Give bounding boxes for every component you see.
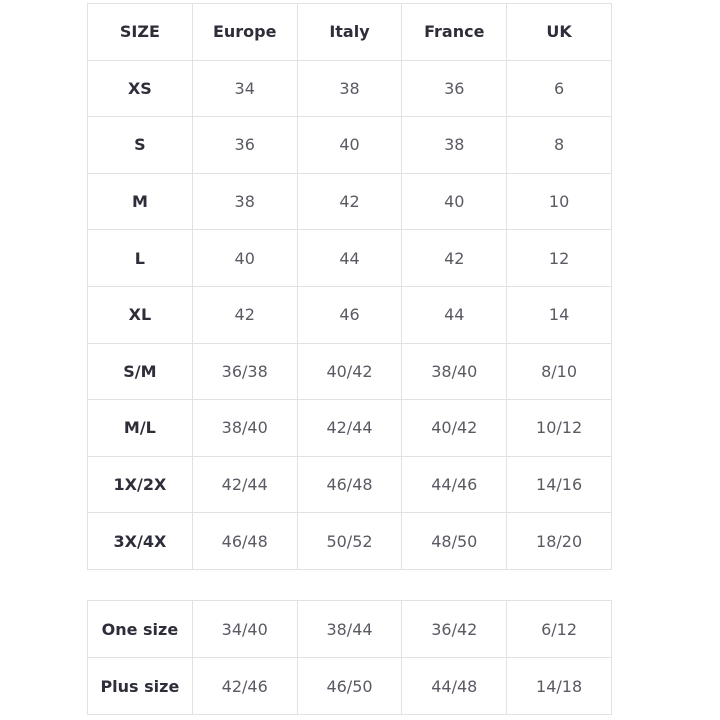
size-value-cell: 36/38	[191, 342, 298, 401]
table-row: M/L 38/40 42/44 40/42 10/12	[87, 399, 612, 457]
table-row: XL 42 46 44 14	[87, 285, 612, 344]
size-value-cell: 14/16	[506, 455, 612, 514]
size-value-cell: 42/46	[191, 657, 298, 715]
size-value-cell: 14/18	[506, 657, 612, 715]
size-value-cell: 8	[506, 116, 612, 174]
table-row: 3X/4X 46/48 50/52 48/50 18/20	[87, 512, 612, 570]
column-header: UK	[506, 3, 612, 61]
table-row: Plus size 42/46 46/50 44/48 14/18	[87, 657, 612, 715]
column-header: SIZE	[87, 3, 193, 61]
size-value-cell: 44/48	[401, 657, 508, 715]
size-value-cell: 10/12	[506, 399, 612, 457]
size-value-cell: 18/20	[506, 512, 612, 570]
one-plus-size-table: One size 34/40 38/44 36/42 6/12 Plus size 42/4…	[87, 600, 612, 715]
table-row: XS 34 38 36 6	[87, 59, 612, 118]
size-value-cell: 46/50	[296, 657, 403, 715]
size-value-cell: 38/40	[401, 342, 508, 401]
size-value-cell: 38	[401, 116, 508, 174]
size-value-cell: 14	[506, 285, 612, 344]
size-value-cell: 36	[191, 116, 298, 174]
size-value-cell: 42	[191, 285, 298, 344]
table-row: One size 34/40 38/44 36/42 6/12	[87, 600, 612, 658]
size-label-cell: M/L	[87, 399, 193, 457]
size-value-cell: 34/40	[191, 600, 298, 658]
size-label-cell: 3X/4X	[87, 512, 193, 570]
table-row: 1X/2X 42/44 46/48 44/46 14/16	[87, 455, 612, 514]
size-value-cell: 36	[401, 59, 508, 118]
size-value-cell: 36/42	[401, 600, 508, 658]
size-label-cell: XL	[87, 285, 193, 344]
size-value-cell: 38	[191, 172, 298, 231]
size-label-cell: XS	[87, 59, 193, 118]
size-label-cell: M	[87, 172, 193, 231]
header-row: SIZE Europe Italy France UK	[87, 3, 612, 61]
size-value-cell: 8/10	[506, 342, 612, 401]
size-value-cell: 40/42	[296, 342, 403, 401]
column-header: France	[401, 3, 508, 61]
size-value-cell: 42/44	[191, 455, 298, 514]
size-value-cell: 6/12	[506, 600, 612, 658]
size-value-cell: 44	[401, 285, 508, 344]
size-value-cell: 42	[401, 229, 508, 287]
size-value-cell: 46/48	[296, 455, 403, 514]
size-value-cell: 40/42	[401, 399, 508, 457]
size-chart-table: SIZE Europe Italy France UK XS 34 38 36 6 S 36 40 38…	[87, 3, 612, 570]
size-label-cell: One size	[87, 600, 193, 658]
table-row: S/M 36/38 40/42 38/40 8/10	[87, 342, 612, 401]
size-value-cell: 44/46	[401, 455, 508, 514]
size-value-cell: 46	[296, 285, 403, 344]
size-label-cell: 1X/2X	[87, 455, 193, 514]
size-value-cell: 42	[296, 172, 403, 231]
size-value-cell: 46/48	[191, 512, 298, 570]
table-row: L 40 44 42 12	[87, 229, 612, 287]
size-label-cell: S/M	[87, 342, 193, 401]
size-label-cell: Plus size	[87, 657, 193, 715]
table-row: M 38 42 40 10	[87, 172, 612, 231]
size-value-cell: 34	[191, 59, 298, 118]
size-value-cell: 40	[401, 172, 508, 231]
size-value-cell: 38	[296, 59, 403, 118]
size-value-cell: 40	[296, 116, 403, 174]
size-value-cell: 44	[296, 229, 403, 287]
size-value-cell: 38/44	[296, 600, 403, 658]
size-value-cell: 50/52	[296, 512, 403, 570]
size-value-cell: 40	[191, 229, 298, 287]
size-label-cell: S	[87, 116, 193, 174]
table-row: S 36 40 38 8	[87, 116, 612, 174]
column-header: Europe	[191, 3, 298, 61]
size-value-cell: 12	[506, 229, 612, 287]
column-header: Italy	[296, 3, 403, 61]
size-value-cell: 42/44	[296, 399, 403, 457]
size-value-cell: 10	[506, 172, 612, 231]
size-value-cell: 48/50	[401, 512, 508, 570]
size-value-cell: 6	[506, 59, 612, 118]
size-value-cell: 38/40	[191, 399, 298, 457]
size-label-cell: L	[87, 229, 193, 287]
